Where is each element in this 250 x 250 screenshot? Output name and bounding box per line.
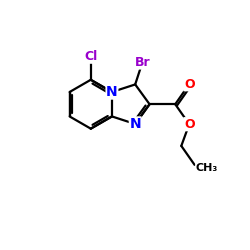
Text: N: N [130,117,141,131]
Text: Br: Br [134,56,150,69]
Text: N: N [106,85,118,99]
Text: O: O [184,118,194,131]
Text: O: O [184,78,194,91]
Text: CH₃: CH₃ [196,164,218,173]
Text: Cl: Cl [84,50,98,63]
